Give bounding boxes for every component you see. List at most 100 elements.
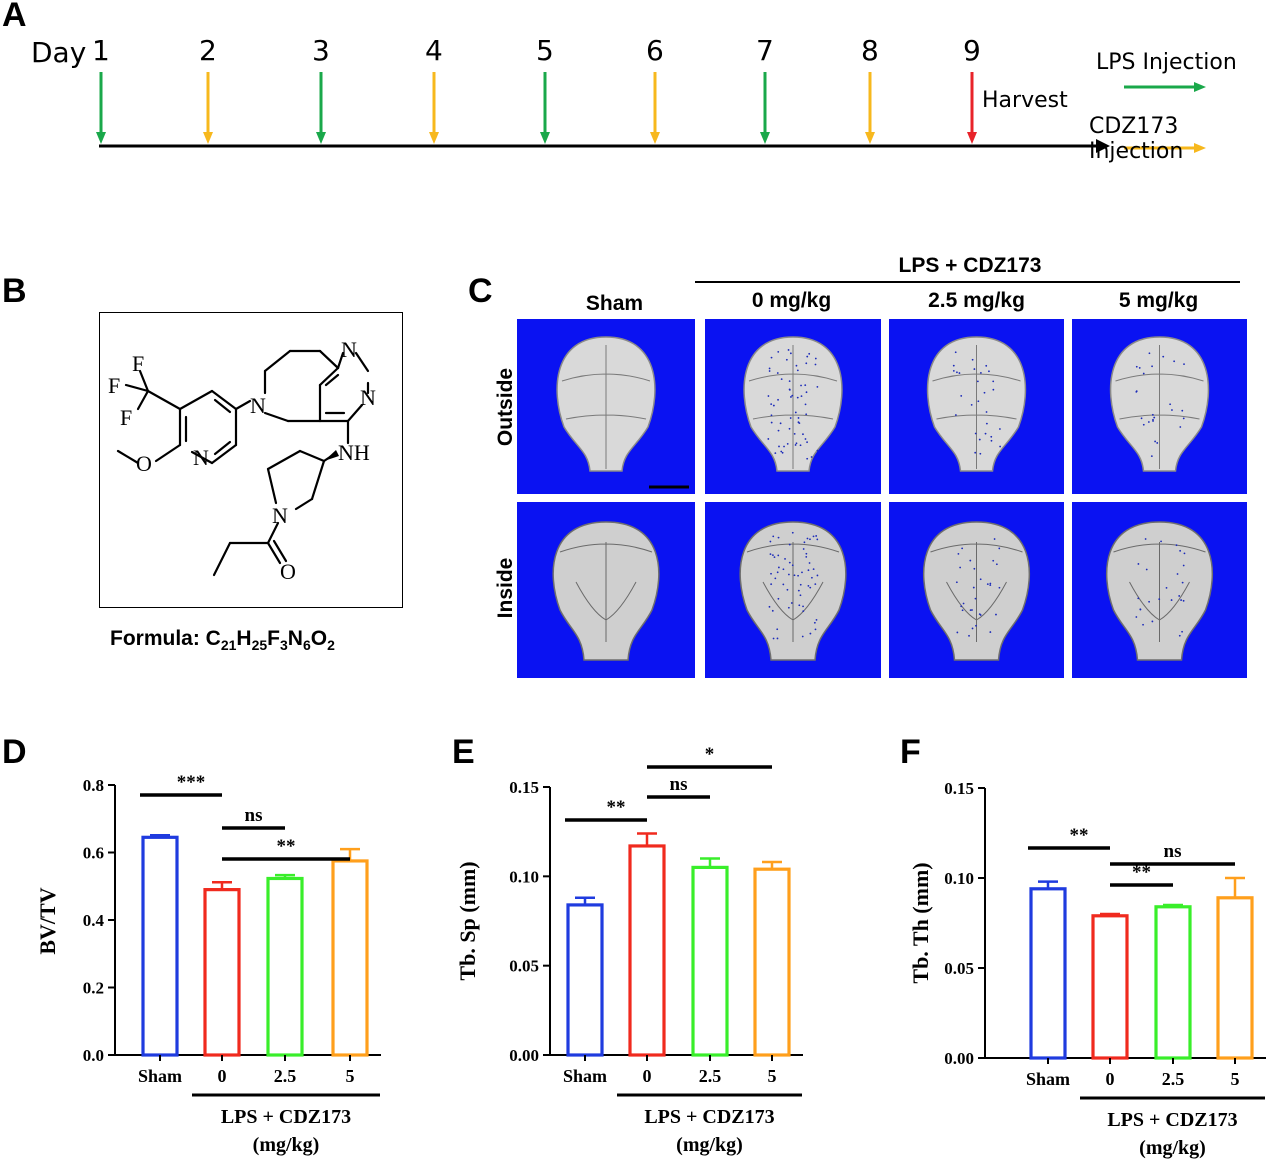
x-tick-label: 5 [768,1066,777,1086]
resorption-dot [776,571,779,574]
resorption-dot [983,391,986,394]
resorption-dot [998,547,1001,550]
resorption-dot [801,571,803,574]
resorption-dot [797,574,799,577]
resorption-dot [1170,599,1173,601]
resorption-dot [995,563,998,566]
x-tick-label: Sham [138,1066,182,1086]
resorption-dot [806,355,809,358]
resorption-dot [970,403,973,406]
bar-5 [753,867,791,1057]
col-header-2-5: 2.5 mg/kg [928,289,1025,312]
day-arrowhead-2 [203,132,213,144]
resorption-dot [1162,355,1165,358]
resorption-dot [788,573,790,576]
chart-e: 0.00 0.05 0.10 0.15 Tb. Sp (mm) Sham 0 2.5 5 LPS … [455,745,803,1156]
resorption-dot [806,441,808,444]
resorption-dot [770,356,773,359]
resorption-dot [769,553,772,556]
bar-2.5 [266,876,304,1057]
resorption-dot [777,429,780,432]
resorption-dot [993,538,996,540]
resorption-dot [1135,365,1138,368]
atom-f-2: F [108,373,120,398]
resorption-dot [767,438,770,440]
atom-n-4: N [360,385,376,410]
resorption-dot [815,618,818,621]
resorption-dot [1137,563,1140,565]
legend-cdz-label: CDZ173 Injection [1089,114,1184,164]
resorption-dot [1138,367,1141,369]
row-label-outside: Outside [494,367,517,447]
resorption-dot [979,578,982,581]
resorption-dot [1182,599,1185,602]
resorption-dot [777,566,780,569]
resorption-dot [971,358,974,361]
structure-box: F F F O N N N N NH N O [99,312,403,608]
day-number-4: 4 [425,34,443,67]
resorption-dot [799,444,802,447]
ct-tile-inside-1 [705,502,881,678]
resorption-dot [962,602,965,605]
resorption-dot [794,444,797,446]
resorption-dot [769,540,772,543]
resorption-dot [976,380,979,383]
resorption-dot [816,449,819,452]
bar-5 [331,859,369,1057]
resorption-dot [800,384,802,387]
resorption-dot [788,543,791,546]
day-arrowhead-9 [967,132,977,144]
bar-2.5 [691,865,729,1057]
resorption-dot [989,582,992,585]
significance-label: ** [277,836,296,857]
panel-e-letter: E [452,733,475,771]
resorption-dot [773,556,776,559]
resorption-dot [968,634,970,637]
skull-icon [743,336,843,472]
skull-icon [1105,521,1214,661]
resorption-dot [802,610,805,613]
resorption-dot [777,554,780,557]
resorption-dot [1160,540,1162,543]
resorption-dot [779,422,782,425]
skull-icon [739,521,847,661]
formula-part: Formula: C [110,627,221,650]
resorption-dot [972,586,975,589]
resorption-dot [985,411,988,413]
atom-nh: NH [338,440,370,465]
resorption-dot [989,584,992,587]
resorption-dot [961,547,964,550]
resorption-dot [1180,599,1183,601]
day-label: Day [31,36,87,69]
resorption-dot [802,433,804,436]
resorption-dot [975,624,977,627]
resorption-dot [791,531,794,534]
resorption-dot [814,357,817,360]
group-unit-label: (mg/kg) [253,1134,320,1156]
x-tick-label: 5 [346,1066,355,1086]
resorption-dot [808,352,811,355]
atom-f-1: F [132,351,144,376]
formula-subscript: 25 [251,637,268,654]
resorption-dot [787,349,790,351]
col-header-sham: Sham [585,292,644,315]
resorption-dot [805,391,808,394]
timeline-arrowhead [1096,139,1110,153]
resorption-dot [814,583,817,586]
resorption-dot [780,378,783,381]
resorption-dot [960,395,963,397]
resorption-dot [777,398,779,401]
significance-label: * [705,745,715,765]
significance-label: ns [1164,841,1182,862]
skull-sutures [559,542,653,642]
resorption-dot [805,413,808,416]
resorption-dot [959,566,962,569]
significance-label: ** [607,797,626,818]
ct-tile-inside-3 [1072,502,1247,678]
resorption-dot [1153,416,1156,419]
resorption-dot [956,371,958,374]
x-tick-label: 0 [218,1066,227,1086]
resorption-dot [1178,634,1181,637]
resorption-dot [768,605,771,608]
resorption-dot [952,369,955,372]
